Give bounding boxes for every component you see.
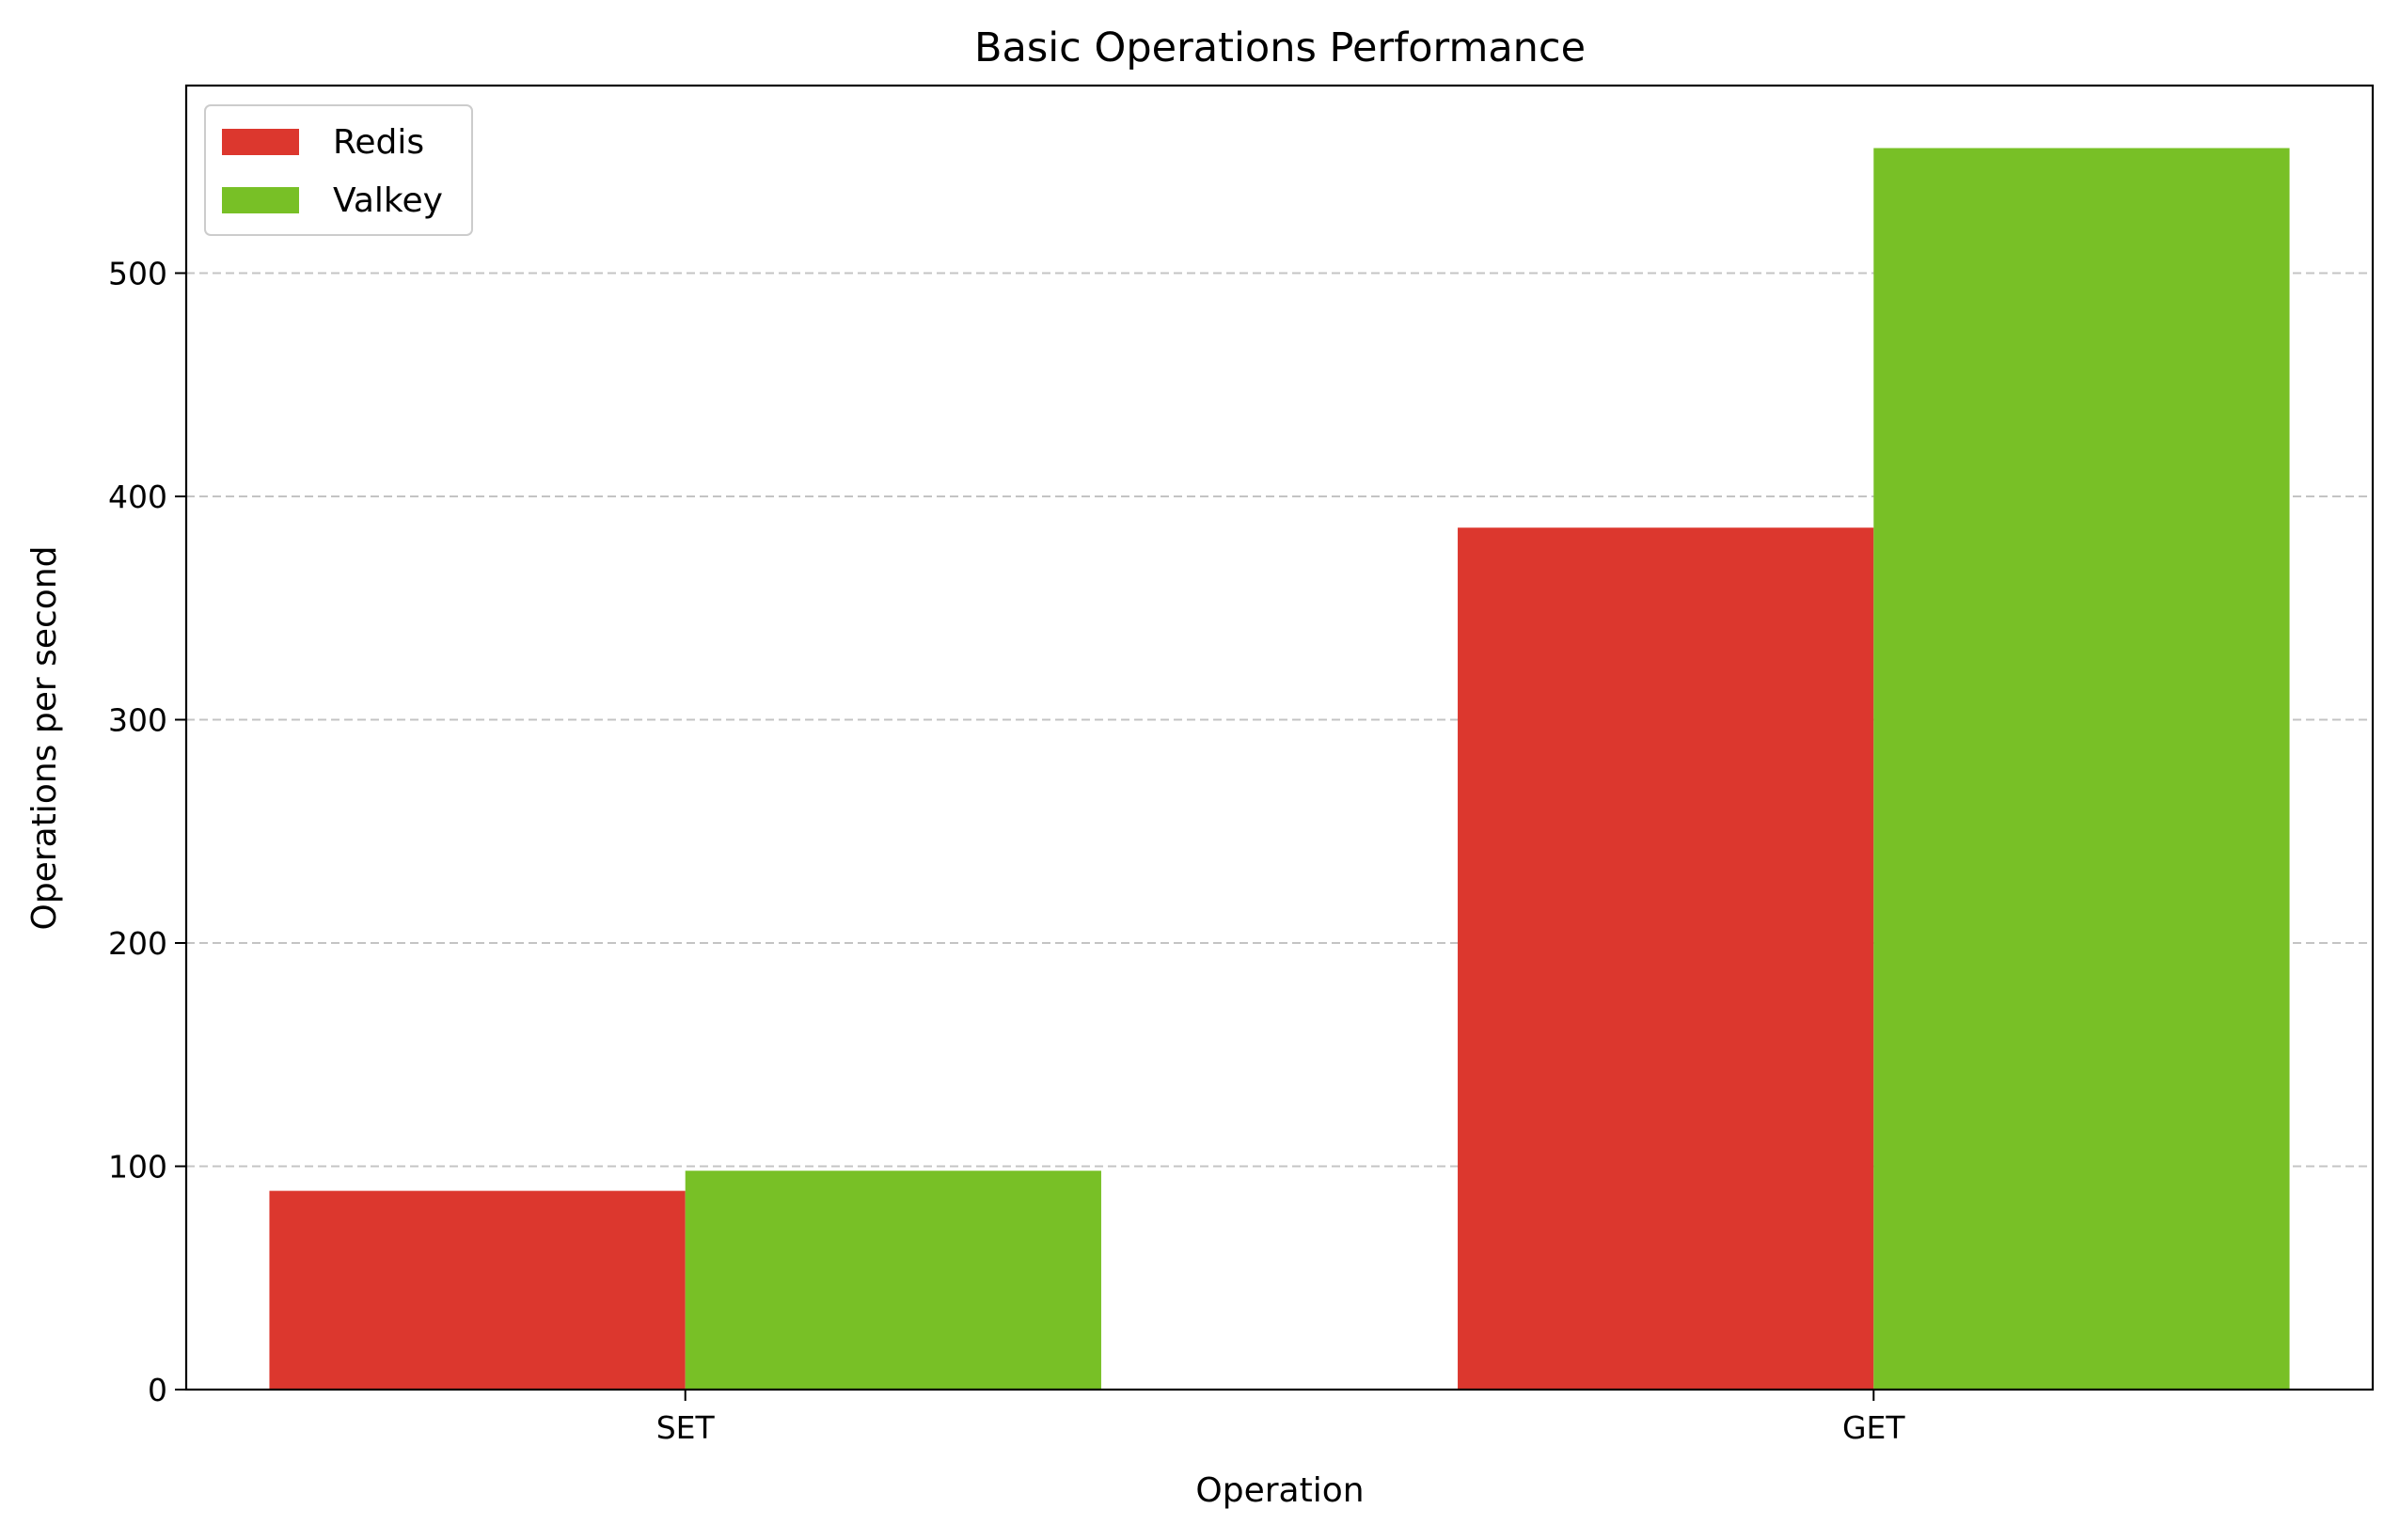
x-axis-label: Operation: [1195, 1471, 1364, 1510]
y-tick-label: 400: [108, 479, 167, 515]
y-tick-label: 500: [108, 256, 167, 292]
y-axis-label: Operations per second: [25, 546, 64, 931]
legend-label-redis: Redis: [333, 123, 424, 162]
legend-swatch-valkey: [222, 187, 299, 213]
y-tick-label: 200: [108, 925, 167, 962]
x-axis-ticks: SET GET: [656, 1390, 1905, 1446]
y-axis-ticks: 0 100 200 300 400 500: [108, 256, 186, 1408]
x-tick-label: SET: [656, 1409, 716, 1446]
bar-redis-get: [1458, 527, 1874, 1390]
bar-valkey-set: [685, 1171, 1101, 1390]
x-tick-label: GET: [1842, 1409, 1905, 1446]
legend-label-valkey: Valkey: [333, 181, 443, 220]
bar-redis-set: [269, 1190, 686, 1390]
y-tick-label: 300: [108, 702, 167, 739]
bar-valkey-get: [1873, 148, 2290, 1390]
y-tick-label: 0: [148, 1372, 167, 1408]
plot-frame: [184, 84, 2375, 1391]
y-tick-label: 100: [108, 1149, 167, 1186]
legend-swatch-redis: [222, 129, 299, 155]
chart-title: Basic Operations Performance: [974, 24, 1586, 71]
bars: [269, 148, 2290, 1390]
legend: Redis Valkey: [204, 104, 473, 236]
